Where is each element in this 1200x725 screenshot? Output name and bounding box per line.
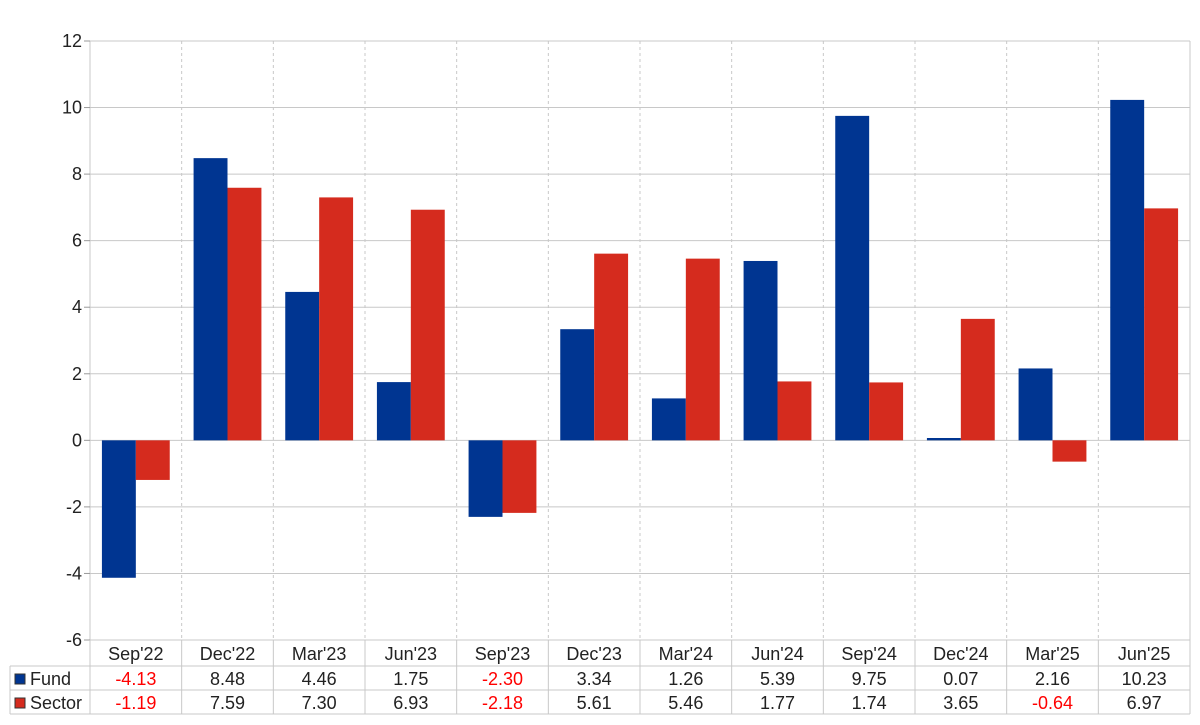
bar-fund <box>926 438 961 441</box>
data-label-sector: 1.74 <box>852 693 887 713</box>
x-tick-label: Sep'22 <box>108 644 164 664</box>
x-tick-label: Mar'24 <box>659 644 713 664</box>
y-tick-label: -4 <box>66 563 82 583</box>
bar-fund <box>376 382 411 441</box>
y-tick-label: -2 <box>66 497 82 517</box>
data-label-fund: 1.26 <box>668 669 703 689</box>
data-table: Sep'22 Dec'22 Mar'23 Jun'23 Sep'23 Dec'23 Mar'… <box>9 639 1191 715</box>
data-label-fund: 2.16 <box>1035 669 1070 689</box>
x-tick-label: Dec'23 <box>566 644 621 664</box>
y-tick-label: 2 <box>72 364 82 384</box>
bar-fund <box>1110 99 1145 441</box>
data-label-fund: -2.30 <box>482 669 523 689</box>
data-label-sector: -0.64 <box>1032 693 1073 713</box>
data-label-sector: 1.77 <box>760 693 795 713</box>
bar-sector <box>960 318 995 441</box>
y-tick-label: 8 <box>72 164 82 184</box>
data-label-sector: 5.61 <box>577 693 612 713</box>
y-tick-label: 4 <box>72 297 82 317</box>
bar-fund <box>285 291 320 441</box>
bar-sector <box>594 253 629 441</box>
x-tick-label: Sep'24 <box>841 644 897 664</box>
bar-fund <box>835 115 870 441</box>
data-label-fund: 9.75 <box>852 669 887 689</box>
x-tick-label: Mar'23 <box>292 644 346 664</box>
y-tick-label: 6 <box>72 231 82 251</box>
y-tick-label: 0 <box>72 430 82 450</box>
x-tick-label: Mar'25 <box>1025 644 1079 664</box>
data-label-fund: 3.34 <box>577 669 612 689</box>
legend-label-fund: Fund <box>30 669 71 689</box>
legend-swatch-fund <box>14 673 26 685</box>
bar-sector <box>319 197 354 441</box>
data-label-fund: 8.48 <box>210 669 245 689</box>
bar-fund <box>560 329 595 441</box>
bar-fund <box>468 440 503 517</box>
data-label-sector: 7.30 <box>302 693 337 713</box>
data-label-fund: 4.46 <box>302 669 337 689</box>
x-tick-label: Dec'22 <box>200 644 255 664</box>
y-axis: 12 10 8 6 4 2 0 -2 -4 -6 <box>62 31 90 650</box>
x-tick-label: Jun'23 <box>385 644 437 664</box>
bar-sector <box>1144 208 1179 441</box>
legend-label-sector: Sector <box>30 693 82 713</box>
x-tick-label: Sep'23 <box>475 644 531 664</box>
bar-fund <box>1018 368 1053 441</box>
grid <box>89 40 1191 641</box>
x-tick-label: Jun'25 <box>1118 644 1170 664</box>
data-label-fund: 0.07 <box>943 669 978 689</box>
data-label-sector: 3.65 <box>943 693 978 713</box>
data-label-sector: 6.97 <box>1127 693 1162 713</box>
bar-sector <box>1052 440 1087 462</box>
bar-fund <box>193 158 228 441</box>
bar-fund <box>651 398 686 441</box>
x-tick-label: Jun'24 <box>751 644 803 664</box>
data-label-fund: 1.75 <box>393 669 428 689</box>
bar-sector <box>135 440 170 480</box>
data-label-fund: -4.13 <box>115 669 156 689</box>
bar-sector <box>777 381 812 441</box>
x-tick-label: Dec'24 <box>933 644 988 664</box>
bar-sector <box>410 209 445 441</box>
data-label-sector: 6.93 <box>393 693 428 713</box>
y-tick-label: 12 <box>62 31 82 51</box>
bars <box>101 99 1179 578</box>
bar-fund <box>101 440 136 578</box>
data-label-fund: 10.23 <box>1122 669 1167 689</box>
data-label-sector: -1.19 <box>115 693 156 713</box>
data-label-sector: -2.18 <box>482 693 523 713</box>
bar-sector <box>869 382 904 441</box>
bar-sector <box>227 187 262 441</box>
data-label-fund: 5.39 <box>760 669 795 689</box>
bar-fund <box>743 260 778 441</box>
bar-sector <box>502 440 537 513</box>
legend-swatch-sector <box>14 697 26 709</box>
y-tick-label: -6 <box>66 630 82 650</box>
data-label-sector: 5.46 <box>668 693 703 713</box>
data-label-sector: 7.59 <box>210 693 245 713</box>
y-tick-label: 10 <box>62 98 82 118</box>
bar-sector <box>685 258 720 441</box>
